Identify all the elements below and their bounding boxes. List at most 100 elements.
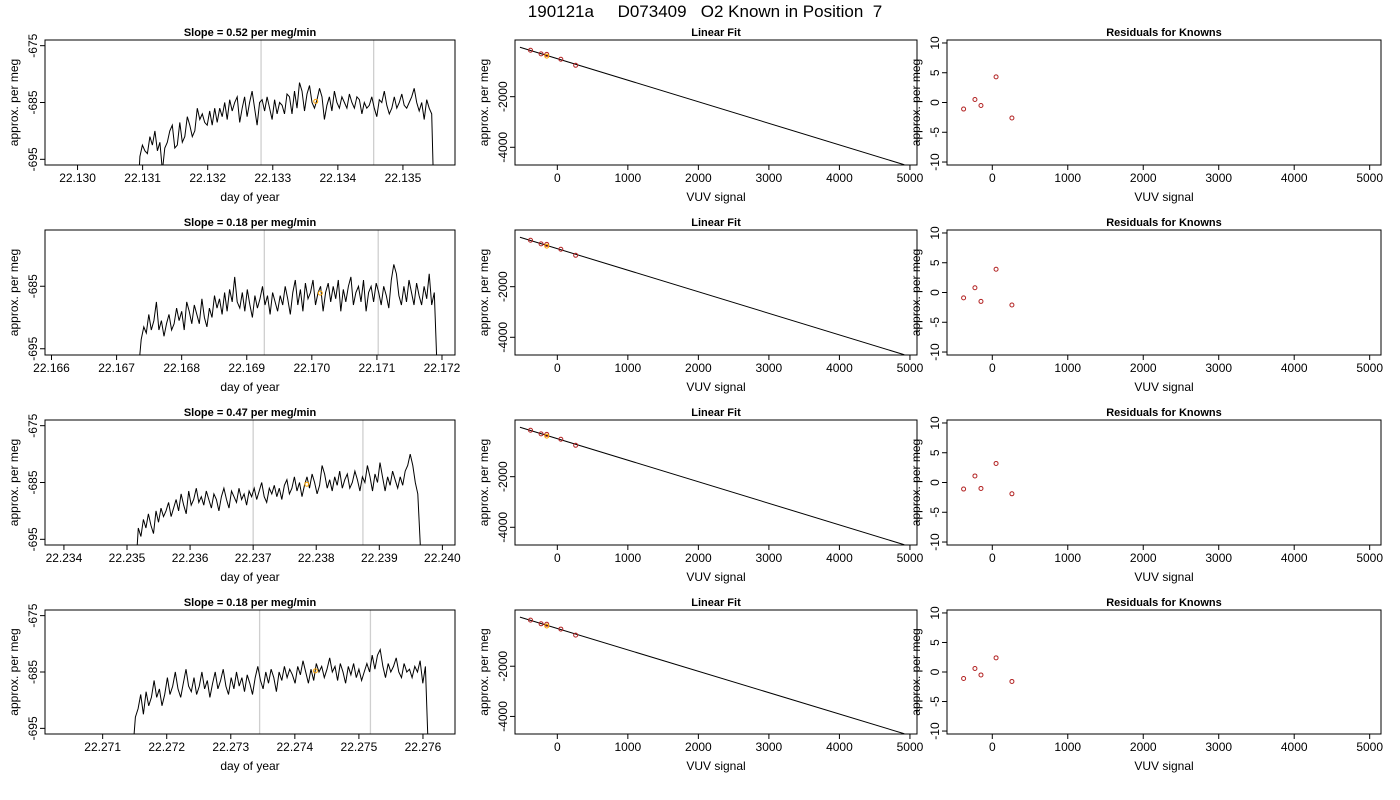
- x-tick-label: 22.240: [424, 551, 461, 565]
- x-tick-label: 4000: [826, 361, 853, 375]
- x-tick-label: 22.172: [424, 361, 461, 375]
- x-tick-label: 22.276: [405, 740, 442, 754]
- known-point: [573, 252, 579, 258]
- y-tick-label: -5: [928, 317, 942, 328]
- x-tick-label: 3000: [756, 740, 783, 754]
- known-point: [544, 51, 550, 57]
- panel-r4-c2: Linear Fit VUV signal approx. per meg 0 1000…: [477, 597, 924, 773]
- known-point: [538, 431, 544, 437]
- panel-r4-c1: Slope = 0.18 per meg/min day of year appro…: [7, 597, 456, 773]
- y-tick-label: -695: [26, 336, 40, 360]
- y-axis-label: approx. per meg: [7, 628, 21, 715]
- y-tick-label: 10: [928, 606, 942, 620]
- sample-point: [317, 290, 323, 296]
- sample-point: [544, 433, 550, 439]
- y-tick-label: -2000: [496, 461, 510, 492]
- residual-point: [961, 295, 967, 301]
- x-axis-label: day of year: [220, 190, 279, 204]
- residual-point: [961, 106, 967, 112]
- y-tick-label: 10: [928, 416, 942, 430]
- residual-point: [1009, 678, 1015, 684]
- x-tick-label: 4000: [1281, 171, 1308, 185]
- plot-frame: [44, 229, 456, 356]
- x-tick-label: 22.236: [172, 551, 209, 565]
- x-tick-label: 0: [554, 171, 561, 185]
- y-axis-label: approx. per meg: [909, 439, 923, 526]
- panel-title: Residuals for Knowns: [1106, 27, 1222, 39]
- x-axis-label: VUV signal: [686, 759, 745, 773]
- x-axis-label: VUV signal: [686, 570, 745, 584]
- residual-point: [972, 473, 978, 479]
- x-tick-label: 3000: [756, 171, 783, 185]
- plot-frame: [44, 419, 456, 546]
- x-tick-label: 2000: [685, 171, 712, 185]
- panel-title: Residuals for Knowns: [1106, 217, 1222, 229]
- y-tick-label: -10: [928, 533, 942, 551]
- x-tick-label: 22.271: [84, 740, 121, 754]
- known-point: [558, 626, 564, 632]
- x-tick-label: 1000: [614, 551, 641, 565]
- figure-title: 190121a D073409 O2 Known in Position 7: [528, 2, 882, 21]
- y-tick-label: 0: [928, 289, 942, 296]
- x-tick-label: 0: [554, 551, 561, 565]
- x-axis-label: day of year: [220, 759, 279, 773]
- known-point: [558, 246, 564, 252]
- y-tick-label: -685: [26, 274, 40, 298]
- plot-area: [961, 74, 1015, 121]
- x-axis-label: VUV signal: [1134, 570, 1193, 584]
- panel-title: Linear Fit: [691, 27, 741, 39]
- x-tick-label: 22.167: [98, 361, 135, 375]
- fit-line: [519, 616, 905, 734]
- x-tick-label: 0: [554, 740, 561, 754]
- x-tick-label: 5000: [897, 740, 924, 754]
- plot-frame: [514, 39, 918, 166]
- x-tick-label: 22.132: [189, 171, 226, 185]
- residual-point: [978, 298, 984, 304]
- x-axis-label: day of year: [220, 380, 279, 394]
- signal-trace: [136, 453, 421, 545]
- residual-point: [1009, 115, 1015, 121]
- x-tick-label: 0: [989, 740, 996, 754]
- panel-title: Linear Fit: [691, 217, 741, 229]
- x-tick-label: 22.130: [59, 171, 96, 185]
- panel-r4-c3: Residuals for Knowns VUV signal approx. pe…: [909, 597, 1383, 773]
- x-tick-label: 4000: [1281, 740, 1308, 754]
- panel-title: Residuals for Knowns: [1106, 597, 1222, 609]
- x-tick-label: 5000: [897, 361, 924, 375]
- known-point: [528, 427, 534, 433]
- x-tick-label: 22.235: [109, 551, 146, 565]
- residual-point: [978, 485, 984, 491]
- y-axis-label: approx. per meg: [909, 59, 923, 146]
- x-tick-label: 4000: [1281, 551, 1308, 565]
- x-axis-label: day of year: [220, 570, 279, 584]
- x-tick-label: 2000: [1130, 361, 1157, 375]
- x-axis-label: VUV signal: [1134, 190, 1193, 204]
- panel-r2-c2: Linear Fit VUV signal approx. per meg 0 1000…: [477, 217, 924, 394]
- x-tick-label: 22.170: [293, 361, 330, 375]
- sample-point: [544, 53, 550, 59]
- x-tick-label: 1000: [1054, 361, 1081, 375]
- plot-area: [519, 426, 905, 545]
- signal-trace: [139, 264, 438, 355]
- x-tick-label: 2000: [1130, 551, 1157, 565]
- y-tick-label: -695: [26, 716, 40, 740]
- plot-area: [519, 236, 905, 355]
- x-tick-label: 1000: [1054, 171, 1081, 185]
- signal-trace: [138, 82, 434, 165]
- sample-point: [544, 623, 550, 629]
- y-tick-label: -675: [26, 603, 40, 627]
- x-tick-label: 1000: [614, 171, 641, 185]
- y-tick-label: -5: [928, 127, 942, 138]
- y-tick-label: -4000: [496, 701, 510, 732]
- y-tick-label: -10: [928, 722, 942, 740]
- plot-frame: [514, 609, 918, 735]
- plot-area: [139, 230, 438, 355]
- residual-point: [978, 102, 984, 108]
- x-tick-label: 22.275: [341, 740, 378, 754]
- panel-r2-c1: Slope = 0.18 per meg/min day of year appro…: [7, 217, 461, 394]
- x-tick-label: 1000: [1054, 740, 1081, 754]
- x-tick-label: 3000: [1205, 551, 1232, 565]
- y-tick-label: 5: [928, 449, 942, 456]
- y-tick-label: -5: [928, 696, 942, 707]
